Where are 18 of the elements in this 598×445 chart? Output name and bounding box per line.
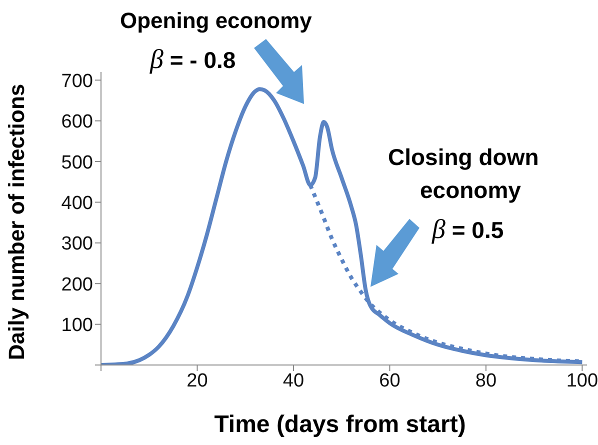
y-tick-label: 500 [61,152,93,174]
y-tick-label: 400 [61,192,93,214]
annotation: β = 0.5 [431,214,504,244]
y-tick-label: 600 [61,112,93,133]
x-tick-label: 40 [282,370,304,392]
x-tick-label: 80 [475,370,497,392]
y-tick-label: 200 [61,274,93,296]
y-axis-title: Daily number of infections [4,84,29,360]
y-tick-label: 100 [61,315,93,336]
x-tick-label: 20 [186,370,208,392]
x-axis-title: Time (days from start) [214,411,466,438]
x-tick-label: 60 [379,370,400,392]
y-tick-label: 700 [61,70,93,92]
y-tick-label: 300 [61,234,93,255]
annotation: Closing down economy [388,144,539,203]
x-tick-label: 100 [566,370,598,392]
text: Opening economy [120,8,313,33]
annotation: β = - 0.8 [149,44,236,74]
